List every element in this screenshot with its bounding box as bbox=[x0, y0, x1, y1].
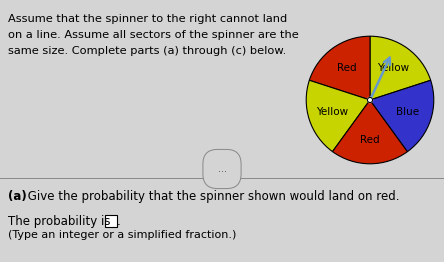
Text: .: . bbox=[117, 215, 121, 228]
Text: on a line. Assume all sectors of the spinner are the: on a line. Assume all sectors of the spi… bbox=[8, 30, 299, 40]
Text: Yellow: Yellow bbox=[377, 63, 409, 73]
Text: Give the probability that the spinner shown would land on red.: Give the probability that the spinner sh… bbox=[24, 190, 400, 203]
Text: same size. Complete parts (a) through (c) below.: same size. Complete parts (a) through (c… bbox=[8, 46, 286, 56]
Wedge shape bbox=[370, 36, 431, 100]
Text: Red: Red bbox=[360, 135, 380, 145]
Wedge shape bbox=[306, 80, 370, 152]
Text: ...: ... bbox=[218, 164, 226, 174]
Wedge shape bbox=[370, 80, 434, 152]
FancyBboxPatch shape bbox=[104, 215, 116, 227]
Text: Yellow: Yellow bbox=[316, 107, 349, 117]
Text: (a): (a) bbox=[8, 190, 27, 203]
Circle shape bbox=[368, 97, 373, 102]
Text: (Type an integer or a simplified fraction.): (Type an integer or a simplified fractio… bbox=[8, 230, 236, 240]
Text: The probability is: The probability is bbox=[8, 215, 111, 228]
Text: Red: Red bbox=[337, 63, 357, 73]
Text: Blue: Blue bbox=[396, 107, 419, 117]
Wedge shape bbox=[309, 36, 370, 100]
Wedge shape bbox=[333, 100, 408, 164]
Text: Assume that the spinner to the right cannot land: Assume that the spinner to the right can… bbox=[8, 14, 287, 24]
